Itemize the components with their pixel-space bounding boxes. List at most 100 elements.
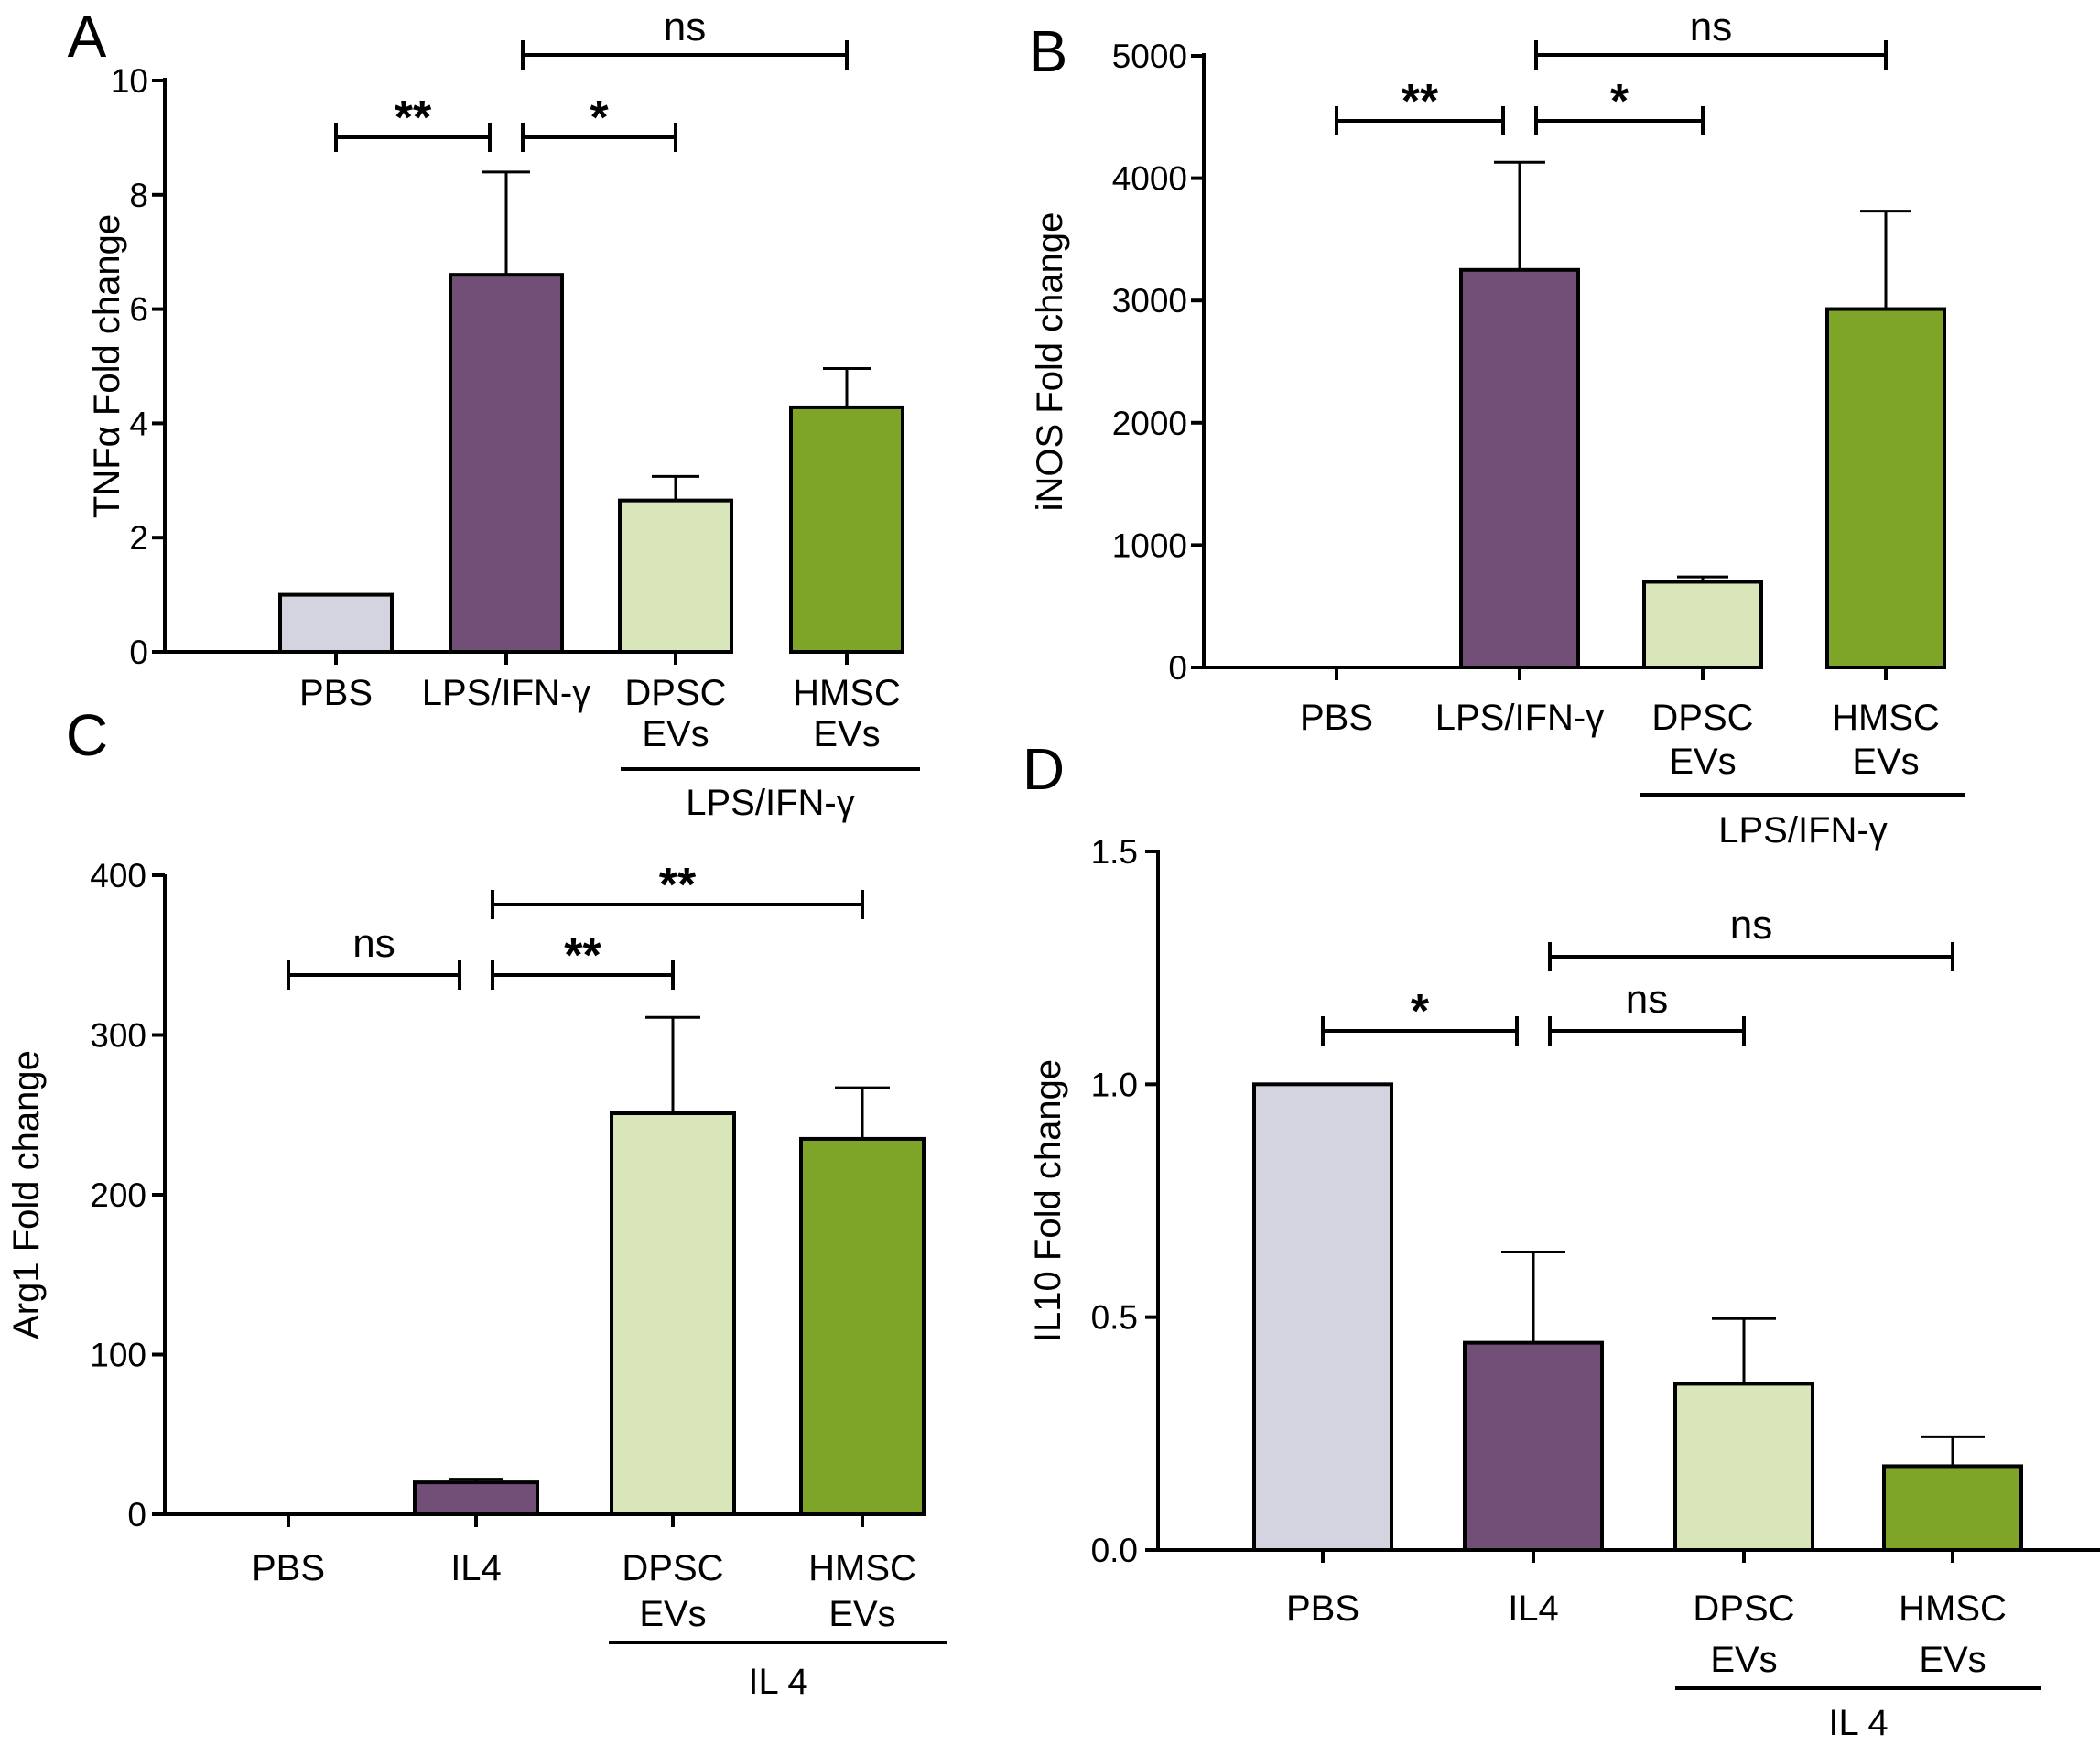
y-tick-label: 1000 (1112, 526, 1187, 564)
y-axis-title: Arg1 Fold change (6, 1050, 47, 1339)
category-label: PBS (1300, 698, 1373, 738)
y-tick-label: 4 (129, 405, 148, 442)
y-tick-label: 0.5 (1091, 1299, 1138, 1337)
bar (1463, 1340, 1604, 1552)
group-label: LPS/IFN-γ (686, 783, 854, 823)
significance-bracket: ** (491, 859, 864, 919)
significance-bracket: ns (1534, 5, 1888, 70)
significance-bracket: * (1321, 985, 1519, 1046)
significance-label: ** (1402, 75, 1439, 128)
category-label: LPS/IFN-γ (1435, 698, 1604, 738)
panel-B: B 0 1000 2000 3000 4000 5000 iNOS Fold change PB… (1029, 5, 1965, 851)
y-tick-label: 4000 (1112, 160, 1187, 198)
significance-bracket: * (521, 92, 677, 152)
significance-bracket: ns (521, 5, 849, 70)
category-label: PBS (299, 673, 373, 713)
category-label: EVs (1710, 1640, 1777, 1680)
category-label: EVs (639, 1594, 706, 1634)
significance-label: ns (664, 5, 706, 49)
category-label: IL4 (450, 1548, 502, 1588)
bar (1459, 267, 1580, 669)
bar (278, 592, 394, 654)
category-label: HMSC (793, 673, 901, 713)
bar (1882, 1464, 2023, 1552)
category-label: EVs (642, 714, 709, 754)
y-tick-label: 2000 (1112, 405, 1187, 442)
group-label: IL 4 (1828, 1703, 1888, 1743)
category-label: PBS (252, 1548, 325, 1588)
significance-label: * (590, 92, 609, 145)
y-tick-label: 10 (111, 62, 148, 100)
category-label: EVs (828, 1594, 895, 1634)
significance-bracket: ns (1548, 977, 1746, 1046)
bar (610, 1111, 736, 1516)
y-tick-label: 400 (90, 857, 146, 894)
panel-letter: B (1029, 18, 1068, 84)
category-label: DPSC (624, 673, 726, 713)
significance-bracket: ** (491, 929, 675, 990)
y-tick-label: 3000 (1112, 282, 1187, 320)
bar (789, 405, 904, 654)
bar (1825, 307, 1946, 669)
significance-label: ns (1626, 977, 1668, 1022)
y-tick-label: 0 (129, 634, 148, 671)
panel-letter: D (1023, 736, 1065, 802)
panel-A: A 0 2 4 6 8 10 TNFα Fold change PBS LPS/IFN-γ DPSC… (68, 4, 920, 823)
category-label: HMSC (1899, 1588, 2007, 1629)
significance-label: ns (1730, 903, 1772, 948)
y-tick-label: 0 (127, 1496, 146, 1534)
bar (618, 498, 733, 655)
bar (413, 1480, 539, 1516)
significance-label: ns (1690, 5, 1732, 49)
y-tick-label: 2 (129, 519, 148, 557)
category-label: DPSC (1693, 1588, 1794, 1629)
y-axis-title: iNOS Fold change (1030, 212, 1070, 512)
y-tick-label: 1.5 (1091, 833, 1138, 871)
category-label: EVs (1919, 1640, 1986, 1680)
significance-bracket: ** (334, 92, 492, 152)
significance-label: ** (659, 859, 697, 912)
significance-label: * (1411, 985, 1430, 1038)
y-tick-label: 0 (1168, 649, 1187, 687)
category-label: LPS/IFN-γ (422, 673, 590, 713)
category-label: EVs (1852, 742, 1919, 782)
category-label: IL4 (1508, 1588, 1559, 1629)
y-tick-label: 300 (90, 1017, 146, 1055)
significance-label: ** (564, 929, 601, 982)
y-tick-label: 0.0 (1091, 1532, 1138, 1569)
category-label: EVs (1669, 742, 1736, 782)
group-label: LPS/IFN-γ (1718, 810, 1887, 851)
significance-bracket: ns (287, 921, 461, 990)
y-axis-title: TNFα Fold change (87, 214, 127, 518)
significance-bracket: * (1534, 75, 1705, 135)
bar (1642, 580, 1763, 669)
bar (1252, 1082, 1393, 1553)
y-tick-label: 6 (129, 291, 148, 329)
panel-C: C 0 100 200 300 400 Arg1 Fold change PBS IL4 DPSC… (6, 702, 947, 1702)
bar (799, 1136, 926, 1517)
bar (449, 273, 564, 654)
panel-letter: C (66, 702, 108, 768)
y-tick-label: 100 (90, 1337, 146, 1374)
category-label: HMSC (1832, 698, 1940, 738)
category-label: DPSC (1651, 698, 1753, 738)
significance-label: * (1610, 75, 1629, 128)
y-tick-label: 200 (90, 1176, 146, 1214)
category-label: HMSC (808, 1548, 916, 1588)
y-tick-label: 1.0 (1091, 1066, 1138, 1103)
significance-label: ** (395, 92, 432, 145)
y-axis-title: IL10 Fold change (1028, 1059, 1068, 1342)
significance-bracket: ns (1548, 903, 1954, 971)
significance-bracket: ** (1335, 75, 1505, 135)
category-label: DPSC (622, 1548, 723, 1588)
panel-letter: A (68, 4, 107, 70)
y-tick-label: 5000 (1112, 38, 1187, 75)
group-label: IL 4 (748, 1662, 807, 1702)
category-label: EVs (813, 714, 880, 754)
panel-D: D 0.0 0.5 1.0 1.5 IL10 Fold change PBS IL4 DPSC E… (1023, 736, 2100, 1743)
bar (1673, 1382, 1814, 1552)
category-label: PBS (1286, 1588, 1359, 1629)
significance-label: ns (352, 921, 395, 966)
y-tick-label: 8 (129, 177, 148, 214)
